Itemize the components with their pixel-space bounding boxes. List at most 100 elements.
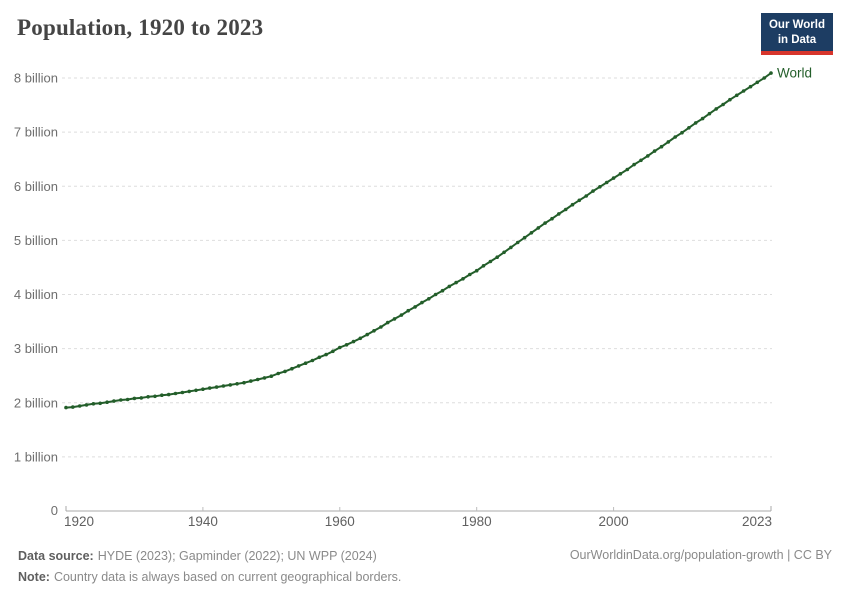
- data-point: [290, 366, 294, 371]
- page-title: Population, 1920 to 2023: [17, 15, 264, 40]
- data-point: [187, 389, 191, 394]
- data-point: [249, 379, 253, 383]
- data-point: [591, 189, 595, 193]
- data-point: [98, 401, 102, 406]
- x-axis-label: 1920: [64, 514, 94, 529]
- data-point: [509, 245, 513, 250]
- data-point: [577, 198, 582, 203]
- data-point: [255, 377, 260, 382]
- data-point: [207, 386, 212, 390]
- data-point: [406, 308, 411, 313]
- data-point: [214, 385, 219, 389]
- data-point: [563, 207, 568, 212]
- owid-logo[interactable]: Our World in Data: [760, 13, 833, 55]
- data-point: [276, 371, 281, 376]
- note-line: Note: Country data is always based on cur…: [18, 567, 401, 588]
- data-point: [119, 398, 123, 402]
- y-axis-label: 1 billion: [14, 449, 58, 464]
- data-point: [105, 400, 109, 405]
- data-point: [365, 332, 370, 337]
- data-point: [392, 317, 397, 321]
- data-point: [180, 390, 185, 395]
- y-axis-label: 0: [51, 503, 58, 518]
- data-point: [201, 387, 205, 392]
- series-end-label[interactable]: World: [777, 66, 812, 81]
- data-point: [646, 154, 650, 158]
- y-axis-label: 3 billion: [14, 341, 58, 356]
- data-source-label: Data source:: [18, 549, 94, 563]
- data-point: [173, 391, 178, 396]
- data-point: [324, 352, 328, 357]
- data-point: [427, 297, 431, 301]
- data-point: [338, 345, 342, 350]
- data-point: [611, 176, 616, 180]
- data-point: [735, 93, 739, 98]
- data-point: [481, 264, 486, 268]
- data-point: [529, 231, 534, 235]
- data-point: [488, 259, 493, 264]
- data-point: [495, 255, 500, 259]
- y-axis-label: 2 billion: [14, 395, 58, 410]
- data-point: [269, 374, 274, 379]
- data-point: [536, 226, 541, 230]
- data-point: [570, 202, 575, 207]
- data-point: [262, 376, 267, 380]
- data-point: [358, 336, 363, 341]
- data-point: [700, 116, 705, 121]
- data-point: [331, 349, 335, 354]
- data-point: [693, 121, 698, 125]
- data-point: [440, 288, 445, 293]
- data-point: [413, 305, 417, 309]
- data-point: [680, 130, 684, 135]
- data-point: [755, 80, 760, 85]
- x-axis-label: 1980: [462, 514, 492, 529]
- data-point: [604, 180, 609, 185]
- y-axis-label: 6 billion: [14, 179, 58, 194]
- data-point: [741, 89, 746, 93]
- license-link[interactable]: OurWorldinData.org/population-growth | C…: [569, 548, 832, 562]
- data-point: [543, 221, 547, 225]
- data-point: [228, 383, 233, 387]
- data-point: [652, 149, 657, 153]
- data-point: [659, 144, 664, 149]
- data-point: [242, 380, 246, 385]
- data-point: [515, 240, 520, 245]
- data-point: [372, 329, 376, 333]
- data-point: [221, 384, 226, 388]
- data-point: [317, 355, 322, 360]
- data-point: [598, 185, 602, 189]
- data-point: [112, 399, 116, 403]
- data-point: [139, 396, 144, 400]
- data-point: [707, 111, 712, 116]
- data-point: [420, 300, 424, 305]
- note-label: Note:: [18, 570, 50, 584]
- x-axis-label: 2000: [599, 514, 629, 529]
- data-point: [77, 404, 82, 408]
- data-point: [310, 358, 315, 363]
- data-point: [769, 71, 773, 75]
- data-point: [379, 325, 383, 329]
- data-point: [166, 392, 171, 397]
- data-point: [687, 126, 691, 130]
- data-point: [584, 194, 588, 198]
- data-point: [296, 364, 301, 368]
- data-point: [125, 397, 130, 402]
- data-point: [64, 405, 68, 410]
- data-point: [153, 394, 157, 399]
- data-point: [673, 135, 677, 139]
- footer-notes: Data source: HYDE (2023); Gapminder (2022…: [18, 546, 401, 588]
- data-point: [91, 402, 96, 406]
- y-axis-label: 4 billion: [14, 287, 58, 302]
- y-axis-label: 5 billion: [14, 233, 58, 248]
- y-axis-label: 7 billion: [14, 125, 58, 140]
- data-point: [71, 405, 75, 409]
- owid-logo-line1: Our World: [768, 19, 825, 31]
- data-point: [748, 84, 753, 89]
- y-axis-label: 8 billion: [14, 71, 58, 86]
- data-point: [639, 158, 643, 163]
- data-point: [160, 393, 164, 398]
- data-point: [283, 369, 287, 374]
- data-point: [625, 167, 630, 172]
- data-point: [550, 216, 554, 221]
